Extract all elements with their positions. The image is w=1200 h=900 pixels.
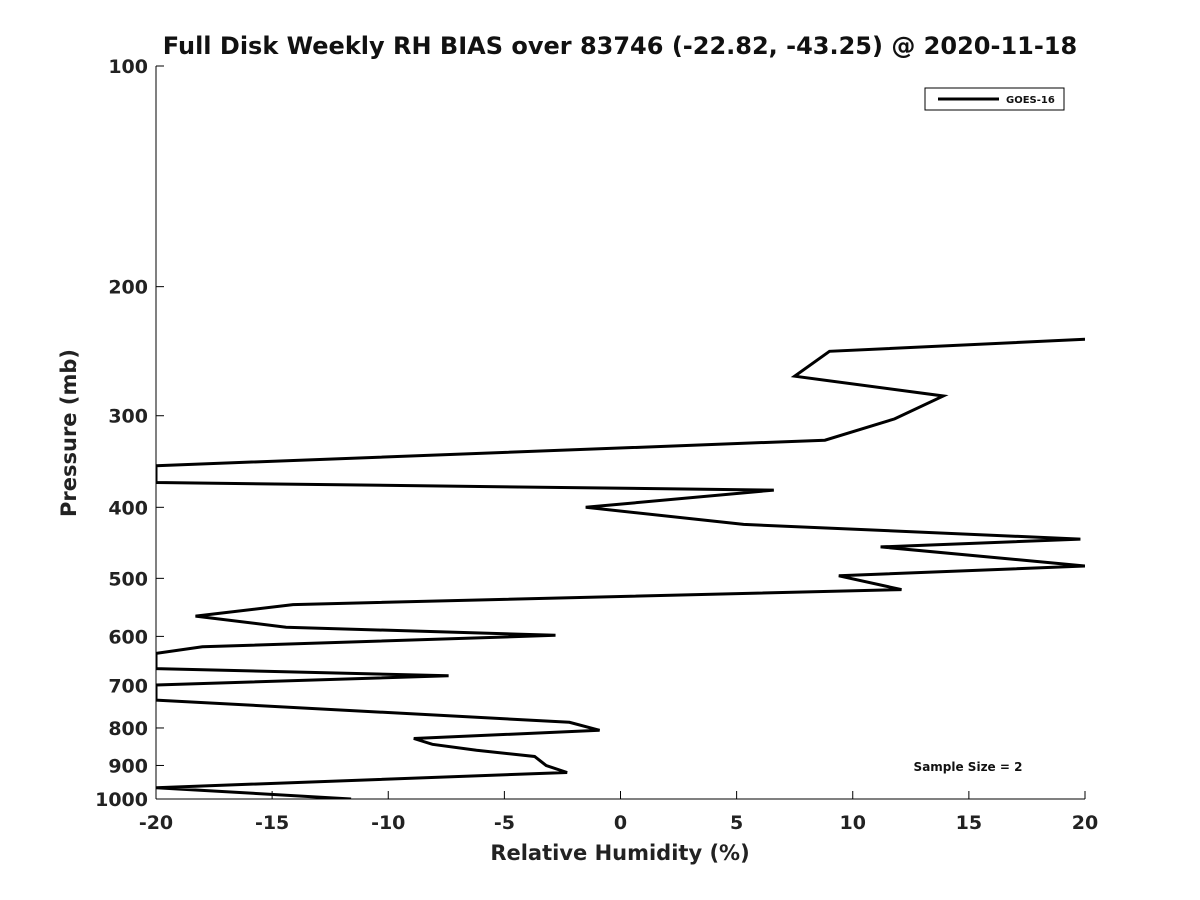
y-tick-label: 300 [108, 406, 148, 428]
y-tick-label: 600 [108, 626, 148, 648]
chart-title: Full Disk Weekly RH BIAS over 83746 (-22… [163, 32, 1077, 60]
x-tick-label: 10 [840, 812, 866, 834]
y-tick-label: 400 [108, 497, 148, 519]
x-axis-label: Relative Humidity (%) [490, 841, 749, 865]
x-tick-label: -15 [255, 812, 289, 834]
series-line-goes-16 [156, 337, 1085, 799]
x-tick-label: -20 [139, 812, 173, 834]
x-tick-label: 0 [614, 812, 627, 834]
axes: -20 -15 -10 -5 0 5 10 15 20 100 200 300 400 500 600 700… [95, 56, 1098, 834]
plot-area [156, 337, 1085, 799]
y-tick-label: 500 [108, 568, 148, 590]
y-tick-label: 1000 [95, 789, 148, 811]
y-tick-label: 700 [108, 675, 148, 697]
y-tick-label: 900 [108, 755, 148, 777]
legend-label: GOES-16 [1006, 95, 1055, 106]
x-tick-label: 15 [956, 812, 982, 834]
y-tick-label: 200 [108, 277, 148, 299]
y-axis-label: Pressure (mb) [57, 349, 81, 517]
legend: GOES-16 [924, 87, 1065, 111]
sample-size-annotation: Sample Size = 2 [914, 760, 1023, 774]
x-tick-label: 5 [730, 812, 743, 834]
x-tick-label: -5 [494, 812, 515, 834]
x-tick-label: 20 [1072, 812, 1098, 834]
y-tick-label: 100 [108, 56, 148, 78]
x-tick-label: -10 [371, 812, 405, 834]
y-tick-label: 800 [108, 718, 148, 740]
